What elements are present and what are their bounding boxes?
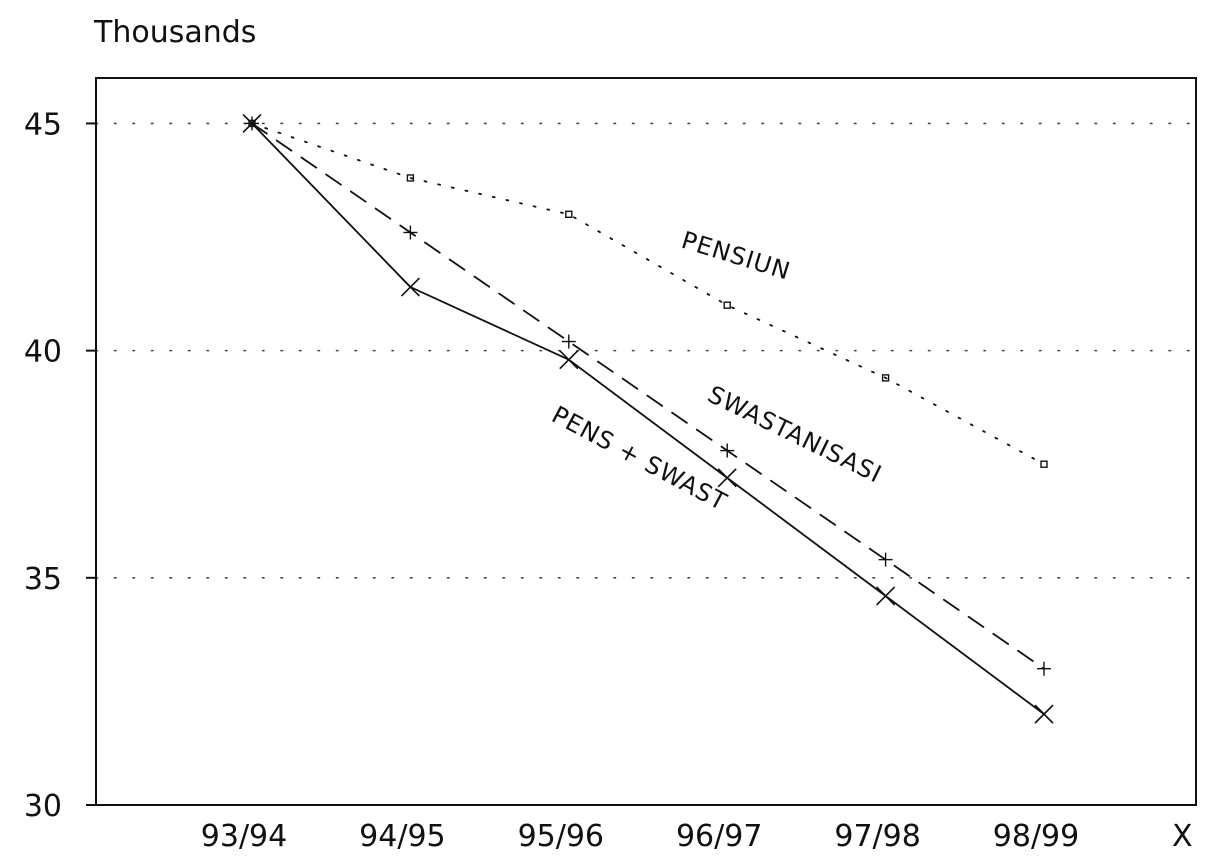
series-pens-swast bbox=[242, 113, 1054, 724]
x-tick-label: 98/99 bbox=[993, 819, 1079, 854]
marker-stroke bbox=[400, 277, 420, 297]
data-point bbox=[559, 350, 579, 370]
data-point bbox=[723, 301, 731, 309]
data-point bbox=[717, 468, 737, 488]
data-point bbox=[406, 174, 415, 182]
y-axis-unit-label: Thousands bbox=[93, 15, 256, 50]
series-pensiun bbox=[248, 119, 1048, 468]
series-line bbox=[251, 122, 1045, 670]
x-tick-label: 97/98 bbox=[834, 819, 920, 854]
series-label: PENS + SWAST bbox=[547, 401, 732, 517]
y-tick-label: 40 bbox=[24, 335, 62, 370]
x-tick-label: 93/94 bbox=[201, 819, 287, 854]
data-point bbox=[403, 225, 418, 240]
y-tick-label: 45 bbox=[24, 107, 62, 142]
grid-lines bbox=[95, 122, 1197, 579]
data-point bbox=[565, 210, 573, 219]
y-tick-label: 35 bbox=[24, 562, 62, 597]
x-axis-label: X bbox=[1172, 819, 1193, 854]
marker-stroke bbox=[876, 586, 896, 606]
series-swastanisasi bbox=[245, 116, 1051, 676]
series-line bbox=[251, 122, 1045, 466]
data-point bbox=[878, 552, 893, 567]
data-point bbox=[400, 277, 420, 297]
series-layer bbox=[242, 113, 1054, 724]
marker-stroke bbox=[717, 468, 737, 488]
marker-stroke bbox=[559, 350, 579, 370]
data-point bbox=[242, 113, 262, 134]
y-tick-labels: 30 35 40 45 bbox=[24, 107, 96, 824]
series-label: SWASTANISASI bbox=[703, 380, 886, 488]
marker-stroke bbox=[242, 113, 262, 134]
data-point bbox=[881, 374, 890, 382]
series-line bbox=[251, 122, 1045, 715]
marker-stroke bbox=[1034, 704, 1054, 724]
x-tick-labels: 93/94 94/95 95/96 96/97 97/98 98/99 bbox=[201, 819, 1079, 854]
data-point bbox=[876, 586, 896, 606]
series-label: PENSIUN bbox=[678, 226, 794, 286]
data-point bbox=[1040, 460, 1048, 468]
x-tick-label: 95/96 bbox=[518, 819, 604, 854]
data-point bbox=[561, 334, 576, 349]
data-point bbox=[1037, 661, 1051, 676]
x-tick-label: 94/95 bbox=[359, 819, 445, 854]
plot-frame bbox=[95, 77, 1197, 806]
data-point bbox=[1034, 704, 1054, 724]
y-tick-label: 30 bbox=[24, 789, 62, 824]
x-tick-label: 96/97 bbox=[676, 819, 762, 854]
data-point bbox=[720, 443, 735, 458]
